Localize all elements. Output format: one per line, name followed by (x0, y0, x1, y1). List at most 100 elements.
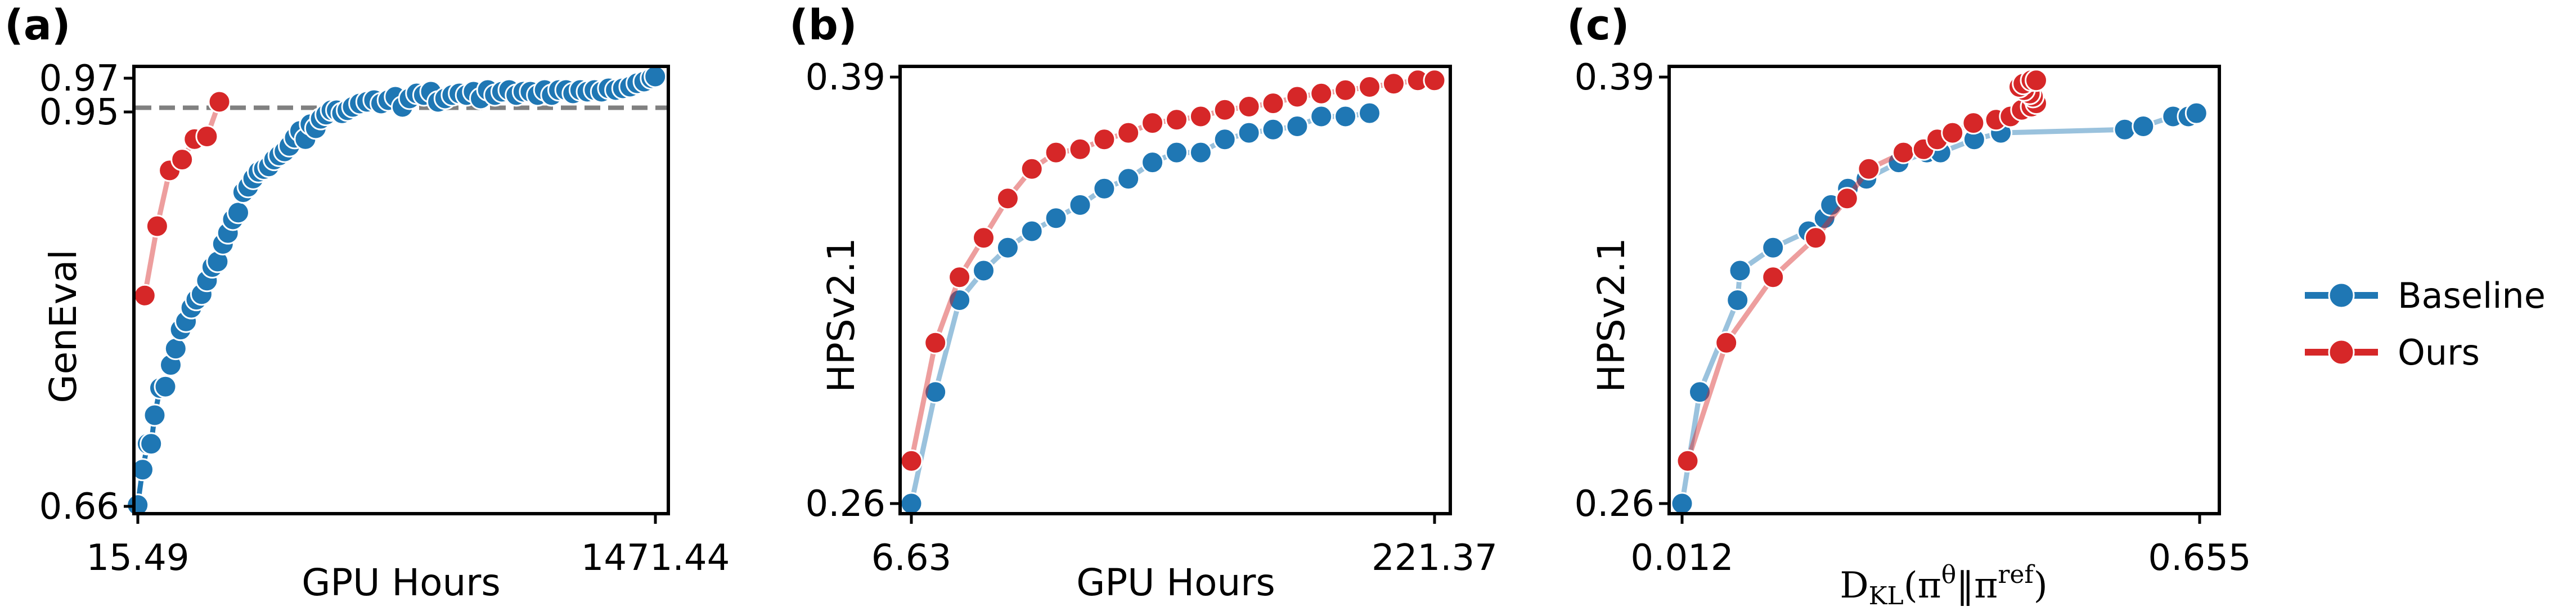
panel-a-baseline-point (227, 201, 250, 224)
panel-b-x-tick-label: 221.37 (1372, 537, 1498, 579)
panel-b-baseline-point (1020, 219, 1044, 243)
panel-b-ours-point (1310, 82, 1333, 105)
panel-b-baseline-point (1237, 121, 1261, 145)
panel-c-x-tick-label: 0.012 (1630, 537, 1733, 579)
panel-c-x-axis-label: DKL(πθ‖πref) (1840, 560, 2047, 610)
panel-a-ours-point (170, 148, 194, 172)
panel-a-baseline-point (143, 403, 167, 427)
panel-a-ours-point (195, 125, 219, 148)
panel-c-ours-point (1857, 157, 1881, 181)
panel-b-baseline-point (1117, 167, 1140, 191)
panel-b-ours-point (1044, 141, 1068, 164)
panel-c: (c) 0.012 0.655 0.26 0.39 DKL(πθ‖πref) HPSv… (1567, 1, 2251, 610)
panel-c-baseline-point (2184, 101, 2208, 125)
panel-b-x-tick-label: 6.63 (871, 537, 952, 579)
panel-b-ours-point (1093, 128, 1116, 151)
panel-a-y-axis-label: GenEval (42, 249, 85, 403)
panel-a-frame (132, 65, 670, 515)
panel-a-baseline-series (126, 65, 667, 517)
panel-c-ours-point (1761, 266, 1785, 289)
panel-b-baseline-point (948, 289, 972, 312)
panel-c-ours-point (1941, 121, 1964, 145)
panel-c-ours-point (1676, 449, 1700, 473)
panel-b-baseline-series (900, 101, 1381, 515)
panel-b-ours-point (1423, 69, 1446, 92)
panel-b-baseline-point (1310, 105, 1333, 128)
panel-c-ticks: 0.012 0.655 0.26 0.39 (1575, 57, 2251, 579)
panel-a-y-tick-label: 0.66 (39, 486, 120, 528)
panel-a-baseline-point (164, 337, 187, 361)
panel-a-baseline-point (644, 65, 667, 88)
panel-c-ours-point (2025, 69, 2048, 92)
panel-c-x-tick-label: 0.655 (2148, 537, 2251, 579)
panel-b-baseline-point (1213, 128, 1237, 151)
legend-baseline-marker (2328, 282, 2355, 309)
panel-c-y-axis-label: HPSv2.1 (1590, 237, 1633, 392)
panel-c-baseline-point (2132, 115, 2155, 138)
panel-a-letter: (a) (5, 1, 71, 50)
panel-b-ours-point (996, 187, 1019, 210)
panel-b-y-tick-label: 0.39 (806, 57, 886, 98)
panel-c-y-tick-label: 0.26 (1575, 483, 1655, 525)
legend-ours-label: Ours (2398, 332, 2480, 373)
panel-a-ours-series (133, 90, 231, 307)
panel-b-ours-point (1189, 105, 1212, 128)
legend-ours-marker (2328, 339, 2355, 366)
panel-a-y-tick-label: 0.97 (39, 58, 120, 100)
panel-c-baseline-point (1670, 492, 1694, 515)
panel-a-ours-point (133, 284, 156, 307)
panel-b-ours-point (1237, 95, 1261, 118)
panel-b-baseline-line (909, 110, 1370, 504)
panel-b-ours-point (1358, 75, 1381, 98)
panel-c-letter: (c) (1567, 1, 1630, 50)
panel-b-ours-point (1382, 72, 1405, 96)
panel-b-frame (898, 65, 1452, 515)
panel-a-x-tick-label: 1471.44 (581, 537, 730, 579)
legend-entry-baseline: Baseline (2305, 275, 2546, 316)
panel-b-letter: (b) (789, 1, 857, 50)
panel-a-x-tick-label: 15.49 (86, 537, 189, 579)
panel-c-ours-point (1804, 226, 1827, 250)
panel-b-ours-point (1068, 137, 1092, 161)
panel-a-x-axis-label: GPU Hours (302, 561, 501, 604)
panel-b-baseline-point (1068, 193, 1092, 217)
panel-b-ours-point (900, 449, 923, 473)
panel-b-ours-point (948, 266, 972, 289)
panel-c-baseline-series (1670, 101, 2208, 515)
panel-b-x-axis-label: GPU Hours (1076, 561, 1275, 604)
panel-b-baseline-point (1334, 105, 1357, 128)
panel-b-baseline-point (1358, 101, 1381, 125)
legend: Baseline Ours (2305, 275, 2546, 373)
panel-a-y-tick-label: 0.95 (39, 92, 120, 133)
legend-baseline-label: Baseline (2398, 275, 2546, 316)
legend-entry-ours: Ours (2305, 332, 2480, 373)
panel-b-baseline-point (924, 380, 947, 404)
panel-c-ours-point (1962, 111, 1985, 135)
panel-b-ours-series (900, 69, 1446, 473)
panel-b-baseline-point (1189, 141, 1212, 164)
panel-a: (a) 15.49 1471.44 0.66 0.950.97 GPU Hours G… (5, 1, 730, 604)
panel-b-ours-point (1285, 85, 1309, 109)
panel-b-baseline-point (1044, 206, 1068, 230)
panel-b-ticks: 6.63 221.37 0.26 0.39 (806, 57, 1498, 579)
panel-c-ours-point (1715, 331, 1738, 354)
panel-b-ours-point (1141, 111, 1165, 135)
panel-b-baseline-point (1141, 151, 1165, 174)
panel-b-y-tick-label: 0.26 (806, 483, 886, 525)
panel-b-baseline-point (972, 259, 995, 282)
panel-c-baseline-point (1688, 380, 1711, 404)
panel-b-baseline-point (1285, 115, 1309, 138)
panel-b-y-axis-label: HPSv2.1 (820, 237, 863, 392)
panel-b: (b) 6.63 221.37 0.26 0.39 GPU Hours HPSv2.1 (789, 1, 1498, 604)
panel-b-baseline-point (900, 492, 923, 515)
panel-b-baseline-point (996, 236, 1019, 259)
panel-c-ours-point (1835, 187, 1859, 210)
panel-b-ours-point (924, 331, 947, 354)
panel-c-baseline-line (1679, 110, 2198, 504)
panel-a-baseline-point (131, 458, 154, 482)
panel-c-baseline-point (1728, 259, 1752, 282)
panel-a-baseline-point (140, 432, 163, 456)
panel-b-ours-point (1334, 78, 1357, 102)
panel-b-ours-point (1261, 92, 1285, 115)
